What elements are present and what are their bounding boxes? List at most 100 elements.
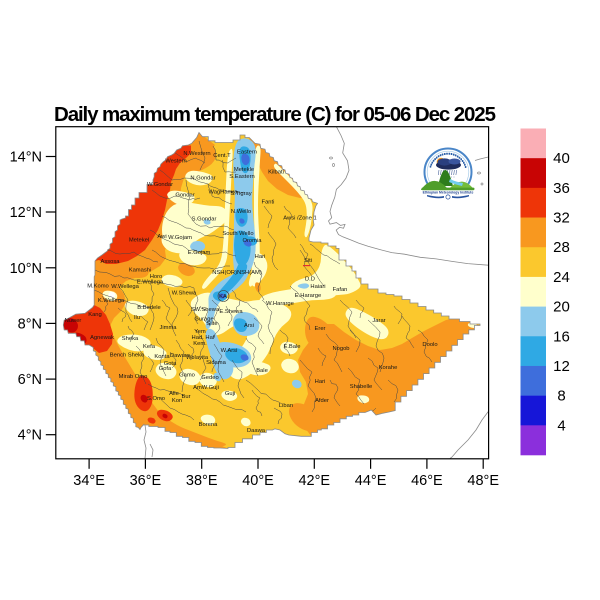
svg-text:Hari: Hari <box>315 379 326 385</box>
svg-text:N.Wello: N.Wello <box>231 209 251 215</box>
svg-text:Sheka: Sheka <box>122 336 139 342</box>
svg-text:Wolayita: Wolayita <box>186 355 209 361</box>
svg-text:K.Wellega: K.Wellega <box>98 298 125 304</box>
svg-text:Shabelle: Shabelle <box>350 384 373 390</box>
svg-text:M.Komo: M.Komo <box>87 284 109 290</box>
svg-text:N.Western: N.Western <box>183 151 210 157</box>
svg-text:W.Arsi: W.Arsi <box>221 348 238 354</box>
svg-text:D.D: D.D <box>305 277 315 283</box>
svg-text:Gondar: Gondar <box>175 193 194 199</box>
svg-text:SW.Shewa: SW.Shewa <box>191 307 220 313</box>
svg-text:8: 8 <box>557 388 565 405</box>
svg-text:4°N: 4°N <box>18 428 42 444</box>
svg-text:W.Hararge: W.Hararge <box>266 301 294 307</box>
svg-text:S.Gondar: S.Gondar <box>192 217 217 223</box>
svg-text:10°N: 10°N <box>10 261 42 277</box>
svg-text:NSH(OR)NSH(AM): NSH(OR)NSH(AM) <box>212 270 262 276</box>
svg-text:Assosa: Assosa <box>100 259 120 265</box>
svg-text:Bale: Bale <box>256 368 268 374</box>
svg-text:Bench Sheko: Bench Sheko <box>110 353 144 359</box>
svg-text:E.Wellega: E.Wellega <box>137 280 164 286</box>
svg-text:S.Eastern: S.Eastern <box>229 174 254 180</box>
svg-text:12°N: 12°N <box>10 205 42 221</box>
svg-text:Dawuro: Dawuro <box>170 353 190 359</box>
svg-text:W.Gondar: W.Gondar <box>147 182 173 188</box>
svg-text:S.Tigray: S.Tigray <box>230 191 251 197</box>
svg-text:Gedeo: Gedeo <box>201 375 218 381</box>
svg-text:Haiari: Haiari <box>310 284 325 290</box>
svg-text:B.Bedele: B.Bedele <box>137 305 161 311</box>
svg-text:E.Shewa: E.Shewa <box>219 309 243 315</box>
svg-text:8°N: 8°N <box>18 316 42 332</box>
svg-text:Jimma: Jimma <box>159 325 177 331</box>
svg-text:40°E: 40°E <box>242 473 274 489</box>
svg-text:Had. Haf: Had. Haf <box>192 335 215 341</box>
svg-text:Kilbati: Kilbati <box>268 170 284 176</box>
svg-text:Awsi /Zone 1: Awsi /Zone 1 <box>283 216 316 222</box>
svg-text:Fanti: Fanti <box>262 200 275 206</box>
svg-text:KA: KA <box>219 294 227 300</box>
svg-text:Kamashi: Kamashi <box>129 268 152 274</box>
svg-text:Agnewak: Agnewak <box>90 335 114 341</box>
svg-text:Ethiopian Meteorology Institut: Ethiopian Meteorology Institute <box>423 191 474 195</box>
svg-text:Kon: Kon <box>172 398 182 404</box>
svg-text:Ilu: Ilu <box>134 315 140 321</box>
svg-text:E.Gojam: E.Gojam <box>188 250 211 256</box>
svg-text:40: 40 <box>553 150 570 167</box>
svg-text:Doolo: Doolo <box>422 342 437 348</box>
svg-text:Gamo: Gamo <box>179 373 195 379</box>
svg-text:Nogob: Nogob <box>332 346 349 352</box>
svg-text:S.Omo: S.Omo <box>147 396 165 402</box>
svg-text:Western: Western <box>165 159 186 165</box>
svg-text:Bur: Bur <box>181 394 190 400</box>
svg-text:Korahe: Korahe <box>379 365 398 371</box>
svg-text:Daily maximum temperature (C): Daily maximum temperature (C) for 05-06 … <box>54 103 496 126</box>
svg-text:4: 4 <box>557 417 565 434</box>
svg-text:Mirab Omo: Mirab Omo <box>119 374 148 380</box>
svg-text:14°N: 14°N <box>10 150 42 166</box>
svg-text:Gurage: Gurage <box>194 317 213 323</box>
svg-text:E.Bale: E.Bale <box>283 344 300 350</box>
svg-text:Siti: Siti <box>304 258 312 264</box>
svg-text:Arsi: Arsi <box>244 323 254 329</box>
svg-text:South Wello: South Wello <box>222 231 253 237</box>
svg-text:48°E: 48°E <box>467 473 499 489</box>
svg-text:42°E: 42°E <box>298 473 330 489</box>
svg-text:46°E: 46°E <box>411 473 443 489</box>
svg-text:38°E: 38°E <box>186 473 218 489</box>
svg-text:36°E: 36°E <box>130 473 162 489</box>
svg-text:Jarar: Jarar <box>372 318 385 324</box>
svg-text:Metekel: Metekel <box>129 238 149 244</box>
svg-text:36: 36 <box>553 180 570 197</box>
svg-text:W.Wellega: W.Wellega <box>111 284 139 290</box>
svg-text:N.Gondar: N.Gondar <box>190 176 215 182</box>
svg-text:Liban: Liban <box>279 403 293 409</box>
svg-text:44°E: 44°E <box>355 473 387 489</box>
svg-text:Yem: Yem <box>194 329 206 335</box>
svg-text:Metekle: Metekle <box>234 167 254 173</box>
svg-text:16: 16 <box>553 328 570 345</box>
svg-text:Awi: Awi <box>157 234 166 240</box>
svg-text:Guji: Guji <box>225 391 235 397</box>
svg-text:E.Hararge: E.Hararge <box>295 293 321 299</box>
svg-text:Kefa: Kefa <box>143 344 156 350</box>
svg-text:Kem.: Kem. <box>193 341 207 347</box>
svg-text:Borena: Borena <box>199 422 218 428</box>
svg-text:Konta: Konta <box>154 354 170 360</box>
svg-text:AmW.Guji: AmW.Guji <box>193 385 219 391</box>
svg-text:Silte: Silte <box>206 321 217 327</box>
svg-text:Eastern: Eastern <box>237 150 257 156</box>
svg-text:W.Gojam: W.Gojam <box>168 235 192 241</box>
svg-text:34°E: 34°E <box>73 473 105 489</box>
svg-text:6°N: 6°N <box>18 372 42 388</box>
svg-text:Daawa: Daawa <box>247 428 266 434</box>
svg-text:12: 12 <box>553 358 570 375</box>
svg-text:Gofa: Gofa <box>159 366 172 372</box>
svg-text:Nuwer: Nuwer <box>65 318 82 324</box>
svg-text:WagHamra: WagHamra <box>208 190 238 196</box>
svg-text:W.Shewa: W.Shewa <box>172 291 197 297</box>
svg-text:20: 20 <box>553 299 570 316</box>
svg-text:Hari: Hari <box>255 254 266 260</box>
svg-text:Erer: Erer <box>315 326 326 332</box>
svg-text:Fafan: Fafan <box>333 287 348 293</box>
